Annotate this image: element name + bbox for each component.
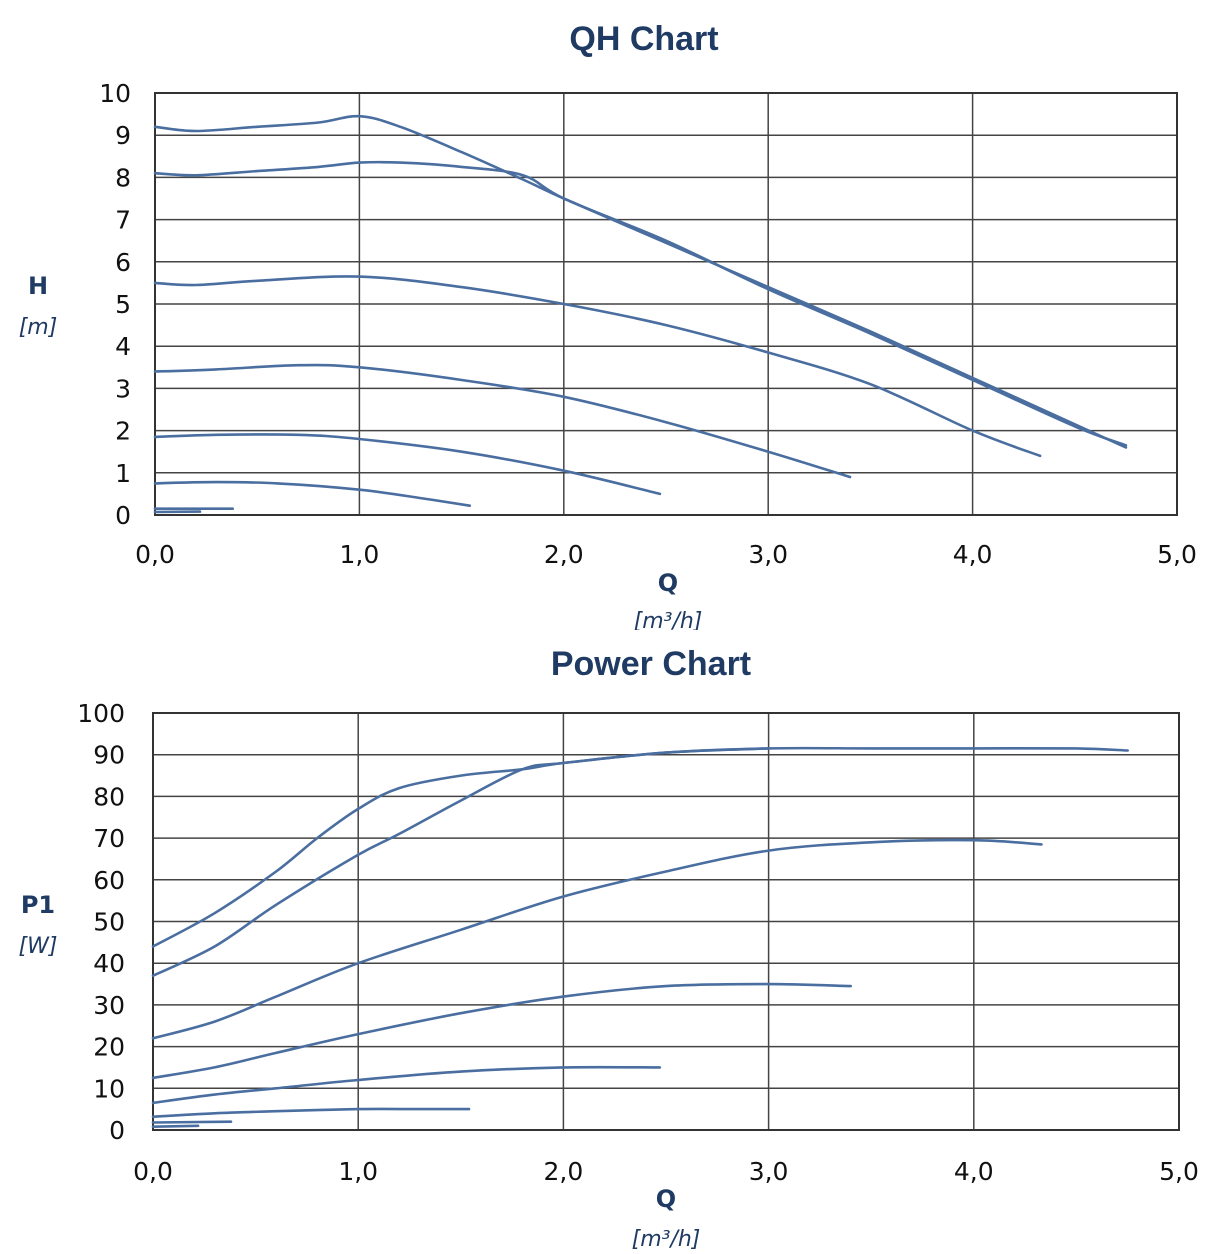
y-tick-label: 1	[115, 459, 131, 488]
x-tick-label: 4,0	[954, 1157, 994, 1186]
y-tick-label: 2	[115, 417, 131, 446]
plot-frame	[152, 712, 1180, 1131]
series-line-3	[153, 275, 1042, 458]
y-tick-label: 80	[93, 782, 125, 811]
series-line-1	[153, 114, 1128, 449]
plot-frame	[154, 92, 1178, 516]
series-line-7	[151, 1120, 233, 1124]
series-line-1	[151, 746, 1129, 948]
y-tick-label: 40	[93, 949, 125, 978]
grid-group	[155, 93, 1177, 515]
y-axis-label: P1	[21, 891, 55, 919]
y-tick-label: 0	[115, 501, 131, 530]
chart-title: Power Chart	[551, 645, 751, 683]
y-tick-label: 90	[93, 741, 125, 770]
series-line-4	[153, 363, 852, 479]
x-tick-label: 2,0	[544, 540, 584, 569]
y-tick-label: 6	[115, 248, 131, 277]
series-line-4	[151, 982, 852, 1080]
x-axis-label: Q	[656, 1185, 676, 1213]
y-tick-label: 5	[115, 290, 131, 319]
chart-title: QH Chart	[569, 20, 718, 58]
y-tick-label: 10	[93, 1074, 125, 1103]
power-chart: Power Chart 0,0 1,0 2,0 3,0 4,0 5,0 0 10 20 30 40 5…	[19, 645, 1199, 1252]
y-axis-label: H	[28, 272, 48, 300]
y-tick-label: 20	[93, 1033, 125, 1062]
x-tick-label: 5,0	[1159, 1157, 1199, 1186]
series-line-3	[151, 838, 1043, 1040]
series-group	[151, 746, 1129, 1128]
y-tick-label: 4	[115, 332, 131, 361]
x-tick-label: 0,0	[133, 1157, 173, 1186]
y-tick-label: 100	[77, 699, 125, 728]
x-tick-label: 5,0	[1157, 540, 1197, 569]
series-line-2	[153, 160, 1128, 447]
y-tick-label: 8	[115, 163, 131, 192]
series-line-6	[153, 480, 472, 507]
series-line-2	[151, 747, 770, 977]
y-tick-label: 0	[109, 1116, 125, 1145]
x-axis-label: Q	[658, 569, 678, 597]
tick-group: 0,0 1,0 2,0 3,0 4,0 5,0 0 1 2 3 4 5 6 7 8 9 10	[99, 79, 1197, 569]
y-axis-unit: [W]	[19, 934, 58, 959]
x-tick-label: 1,0	[340, 540, 380, 569]
series-line-5	[153, 433, 662, 496]
tick-group: 0,0 1,0 2,0 3,0 4,0 5,0 0 10 20 30 40 50 60 70 80 90 100	[77, 699, 1199, 1186]
series-group	[153, 114, 1128, 514]
y-tick-label: 70	[93, 824, 125, 853]
y-tick-label: 10	[99, 79, 131, 108]
y-axis-unit: [m]	[19, 315, 58, 340]
y-tick-label: 30	[93, 991, 125, 1020]
x-tick-label: 2,0	[544, 1157, 584, 1186]
x-tick-label: 3,0	[749, 1157, 789, 1186]
x-axis-unit: [m³/h]	[632, 1227, 701, 1252]
grid-group	[153, 713, 1179, 1130]
x-tick-label: 3,0	[748, 540, 788, 569]
x-axis-unit: [m³/h]	[634, 609, 703, 630]
x-tick-label: 1,0	[338, 1157, 378, 1186]
y-tick-label: 9	[115, 121, 131, 150]
y-tick-label: 50	[93, 908, 125, 937]
qh-chart: QH Chart 0,0 1,0 2,0 3,0 4,0 5,0012345678910 …	[19, 20, 1197, 630]
y-tick-label: 3	[115, 374, 131, 403]
y-tick-label: 60	[93, 866, 125, 895]
y-tick-label: 7	[115, 206, 131, 235]
series-line-6	[151, 1107, 471, 1118]
series-line-8	[151, 1124, 200, 1128]
x-tick-label: 0,0	[135, 540, 175, 569]
series-line-5	[151, 1065, 662, 1105]
x-tick-label: 4,0	[953, 540, 993, 569]
